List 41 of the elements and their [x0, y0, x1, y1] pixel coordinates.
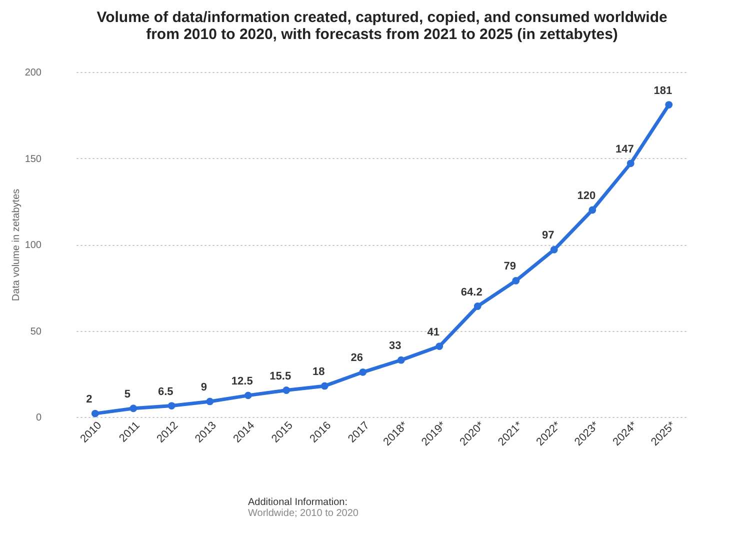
point [282, 386, 290, 394]
point [206, 398, 214, 406]
data-label: 15.5 [270, 370, 292, 382]
point [168, 402, 176, 410]
point [474, 302, 482, 310]
point [359, 368, 367, 376]
data-label: 18 [312, 366, 325, 378]
point [512, 277, 520, 284]
point [550, 246, 558, 254]
data-label: 147 [615, 143, 634, 156]
point [665, 101, 673, 108]
data-label: 79 [504, 260, 516, 273]
y-tick-label: 200 [24, 68, 42, 78]
point [397, 356, 405, 364]
data-label: 97 [542, 230, 554, 242]
chart-title: Volume of data/information created, captured, copied, and consumed worldwide from 2010 to 2020, with forecasts from 2021 to 2025 (in zettabytes) [96, 9, 668, 43]
y-tick-label: 0 [36, 412, 42, 424]
point [436, 342, 444, 350]
data-label: 33 [389, 340, 402, 352]
point [588, 206, 596, 214]
data-label: 12.5 [231, 375, 253, 388]
y-tick-label: 50 [30, 326, 42, 338]
point [320, 382, 328, 390]
data-label: 41 [427, 326, 440, 338]
data-label: 5 [124, 388, 130, 400]
data-label: 9 [200, 381, 207, 394]
data-label: 120 [577, 190, 596, 202]
point [91, 410, 99, 418]
point [626, 160, 634, 168]
point [244, 392, 252, 400]
data-label: 6.5 [158, 386, 174, 398]
y-tick-label: 100 [24, 240, 42, 251]
y-axis-title: Data volume in zetabytes [10, 188, 22, 302]
point [130, 404, 138, 412]
text: Worldwide; 2010 to 2020 [248, 508, 358, 519]
y-tick-label: 150 [24, 154, 42, 165]
text: Additional Information: [248, 497, 349, 508]
data-label: 181 [654, 84, 672, 97]
data-label: 26 [350, 352, 363, 364]
data-label: 2 [86, 394, 92, 406]
data-label: 64.2 [460, 286, 482, 298]
